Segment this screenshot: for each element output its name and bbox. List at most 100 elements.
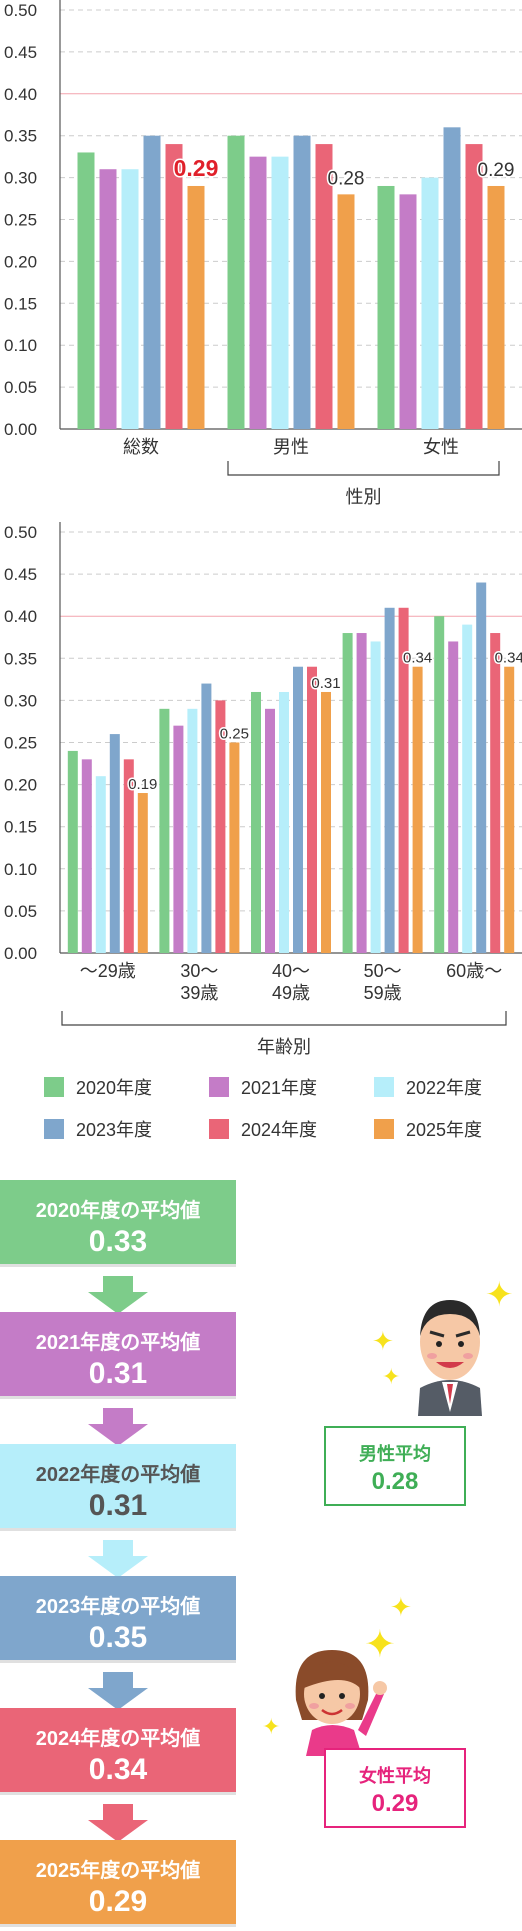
down-arrow-icon <box>88 1408 148 1446</box>
bar <box>337 194 355 429</box>
bar <box>293 135 311 429</box>
y-tick-label: 0.05 <box>4 378 37 397</box>
sparkle-icon: ✦ <box>390 1592 412 1622</box>
legend-swatch <box>374 1119 394 1139</box>
y-tick-label: 0.25 <box>4 734 37 753</box>
down-arrow-icon <box>88 1672 148 1710</box>
bar <box>448 641 459 953</box>
sparkle-icon: ✦ <box>262 1714 281 1739</box>
bar <box>399 194 417 429</box>
data-label: 0.19 <box>128 776 157 793</box>
average-step-2022: 2022年度の平均値 0.31 <box>0 1444 236 1528</box>
bar <box>99 169 117 429</box>
average-step-2023: 2023年度の平均値 0.35 <box>0 1576 236 1660</box>
bar <box>412 666 423 953</box>
legend: 2020年度 2021年度 2022年度 2023年度 2024年度 2025年… <box>44 1074 514 1150</box>
average-step-title: 2021年度の平均値 <box>35 1332 201 1354</box>
legend-swatch <box>374 1077 394 1097</box>
average-step-value: 0.35 <box>88 1621 148 1654</box>
average-step-value: 0.31 <box>88 1357 148 1390</box>
female-average-value: 0.29 <box>371 1790 419 1817</box>
bar <box>476 582 487 953</box>
bar <box>81 759 92 953</box>
y-tick-label: 0.00 <box>4 944 37 963</box>
y-tick-label: 0.20 <box>4 252 37 271</box>
y-tick-label: 0.45 <box>4 565 37 584</box>
bar <box>342 633 353 953</box>
data-label: 0.25 <box>220 726 249 743</box>
bar <box>465 144 483 429</box>
bar <box>307 666 317 953</box>
average-step-2021: 2021年度の平均値 0.31 <box>0 1312 236 1396</box>
legend-item-2021: 2021年度 <box>209 1074 317 1100</box>
y-tick-label: 0.50 <box>4 1 37 20</box>
data-label: 0.31 <box>311 675 340 692</box>
average-step-value: 0.29 <box>88 1885 148 1918</box>
bar <box>384 607 395 953</box>
group-bracket <box>61 1011 507 1026</box>
bar <box>279 691 289 953</box>
bar <box>201 683 212 953</box>
bar <box>95 776 106 953</box>
average-step-title: 2022年度の平均値 <box>35 1464 201 1486</box>
legend-label: 2022年度 <box>406 1078 483 1098</box>
sparkle-icon: ✦ <box>485 1276 514 1314</box>
bar <box>315 144 333 429</box>
bar <box>490 633 501 953</box>
bar <box>173 725 184 953</box>
bar <box>249 156 267 429</box>
bar <box>229 742 240 953</box>
category-label: 30～ <box>180 961 218 981</box>
y-tick-label: 0.30 <box>4 169 37 188</box>
y-tick-label: 0.15 <box>4 294 37 313</box>
category-label: 総数 <box>123 437 159 457</box>
average-step-title: 2025年度の平均値 <box>35 1860 201 1882</box>
legend-label: 2021年度 <box>241 1078 318 1098</box>
average-step-value: 0.33 <box>88 1225 148 1258</box>
bar <box>137 793 148 953</box>
age-bar-chart: 0.00 0.05 0.10 0.15 0.20 0.25 0.30 0.35 0.40 0.45… <box>4 522 522 1057</box>
bar <box>421 177 439 429</box>
down-arrow-icon <box>88 1540 148 1578</box>
average-step-title: 2024年度の平均値 <box>35 1728 201 1750</box>
average-step-2025: 2025年度の平均値 0.29 <box>0 1840 236 1924</box>
y-tick-label: 0.40 <box>4 607 37 626</box>
bar <box>143 135 161 429</box>
down-arrow-icon <box>88 1276 148 1314</box>
legend-item-2020: 2020年度 <box>44 1074 152 1100</box>
bar <box>443 127 461 429</box>
bar <box>187 708 198 953</box>
bar <box>77 152 95 429</box>
data-label: 0.34 <box>495 650 522 667</box>
bar <box>67 750 78 953</box>
y-tick-label: 0.40 <box>4 85 37 104</box>
y-tick-label: 0.30 <box>4 691 37 710</box>
bar <box>227 135 245 429</box>
bar <box>165 144 183 429</box>
woman-avatar-icon <box>295 1650 387 1756</box>
category-label: 男性 <box>273 437 309 457</box>
category-label: 40～ <box>272 961 310 981</box>
gender-bar-chart: 0.00 0.05 0.10 0.15 0.20 0.25 0.30 0.35 0.40 0.45… <box>4 0 522 507</box>
sparkle-icon: ✦ <box>364 1624 396 1666</box>
y-tick-label: 0.45 <box>4 43 37 62</box>
y-tick-label: 0.35 <box>4 649 37 668</box>
data-label: 0.28 <box>328 168 365 189</box>
y-tick-label: 0.20 <box>4 776 37 795</box>
legend-label: 2025年度 <box>406 1120 483 1140</box>
bar <box>121 169 139 429</box>
bar <box>251 691 261 953</box>
male-average-label: 男性平均 <box>359 1444 431 1464</box>
category-label: ～29歳 <box>80 961 136 981</box>
category-label: 女性 <box>423 437 459 457</box>
average-step-value: 0.31 <box>88 1489 148 1522</box>
legend-label: 2024年度 <box>241 1120 318 1140</box>
bar <box>377 185 395 429</box>
female-average-box: 女性平均 0.29 <box>324 1748 466 1828</box>
bar <box>321 691 331 953</box>
legend-swatch <box>44 1119 64 1139</box>
y-tick-label: 0.00 <box>4 420 37 439</box>
y-tick-label: 0.10 <box>4 860 37 879</box>
legend-swatch <box>209 1077 229 1097</box>
bar <box>265 708 275 953</box>
